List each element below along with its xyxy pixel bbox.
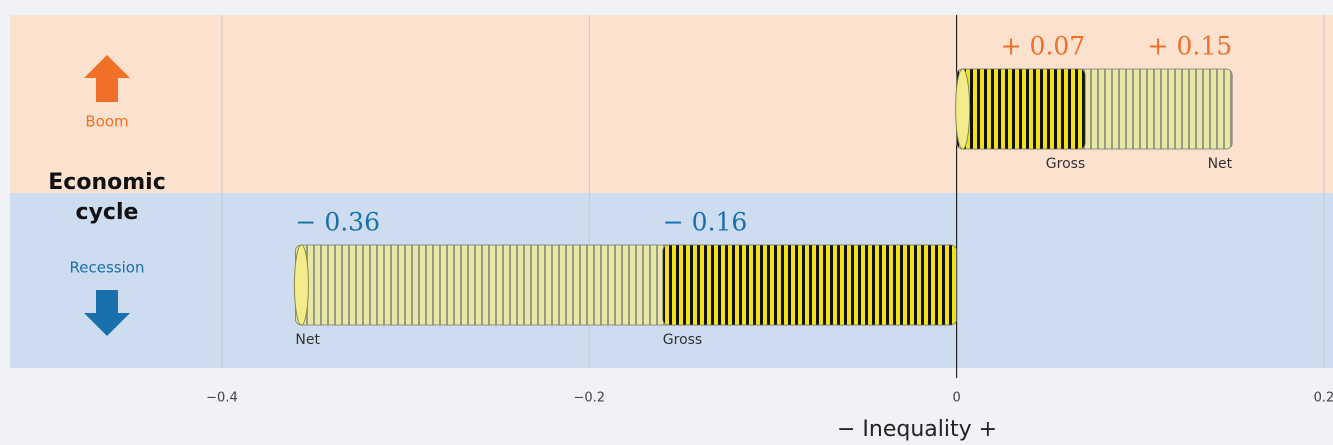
value-label: + 0.15 [1148,32,1233,61]
x-tick-label: 0.2 [1314,391,1333,406]
boom-label: Boom [85,113,128,131]
value-label: − 0.16 [663,208,748,237]
series-label: Gross [663,332,702,348]
coin-face [293,244,309,326]
recession-label: Recession [70,259,145,277]
coin-face [955,68,971,150]
value-label: − 0.36 [295,208,380,237]
value-label: + 0.07 [1001,32,1086,61]
x-tick-label: 0 [953,391,961,406]
series-label: Gross [1046,156,1085,172]
x-tick-label: −0.4 [206,391,238,406]
coin-stack [956,68,1086,150]
recession-arrow [84,290,130,336]
series-label: Net [295,332,320,348]
series-label: Net [1208,156,1233,172]
coin-stack [662,244,958,326]
x-tick-label: −0.2 [574,391,606,406]
x-axis-label: − Inequality + [837,417,997,442]
boom-arrow [84,55,130,102]
row-title: Economic cycle [48,170,165,225]
